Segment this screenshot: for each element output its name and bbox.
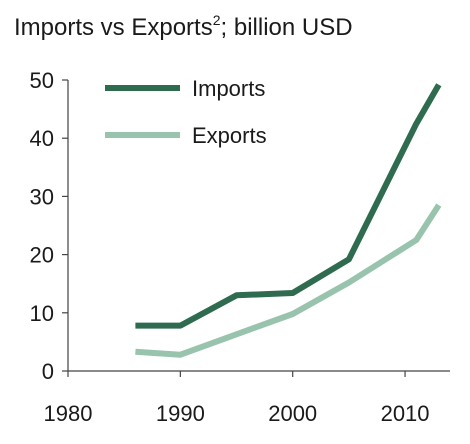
series-line-exports — [135, 203, 442, 358]
chart-title-superscript: 2 — [212, 12, 221, 28]
x-tick-label: 1990 — [156, 401, 205, 426]
legend: Imports Exports — [105, 76, 267, 148]
y-tick-label: 0 — [42, 359, 54, 384]
chart-title: Imports vs Exports2; billion USD — [14, 12, 353, 42]
legend-label-exports: Exports — [192, 123, 267, 148]
y-tick-label: 40 — [30, 126, 54, 151]
series-layer — [135, 83, 442, 358]
legend-label-imports: Imports — [192, 76, 265, 101]
y-tick-label: 30 — [30, 184, 54, 209]
series-line-imports — [135, 83, 442, 329]
x-tick-label: 2010 — [381, 401, 430, 426]
chart-title-rest: ; billion USD — [220, 14, 353, 41]
axes-layer: 0 10 20 30 40 50 1980 1990 2000 2010 — [30, 68, 450, 426]
y-tick-label: 10 — [30, 301, 54, 326]
chart-title-main: Imports vs Exports — [14, 14, 213, 41]
x-tick-label: 2000 — [268, 401, 317, 426]
y-tick-label: 20 — [30, 243, 54, 268]
x-tick-label: 1980 — [44, 401, 93, 426]
y-tick-label: 50 — [30, 68, 54, 93]
